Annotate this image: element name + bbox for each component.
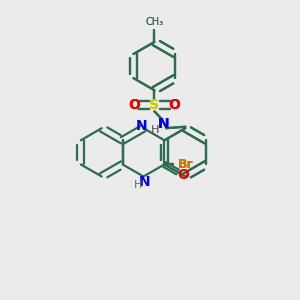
Text: N: N xyxy=(139,175,151,189)
Text: S: S xyxy=(149,98,159,112)
Text: Br: Br xyxy=(178,158,193,171)
Text: Br: Br xyxy=(178,158,193,171)
Text: H: H xyxy=(151,125,159,135)
Text: H: H xyxy=(151,125,159,135)
Text: H: H xyxy=(134,180,142,190)
Text: O: O xyxy=(177,168,189,182)
Text: O: O xyxy=(128,98,140,112)
Text: CH₃: CH₃ xyxy=(146,16,164,27)
Text: O: O xyxy=(169,98,180,112)
Text: N: N xyxy=(158,117,170,131)
Text: O: O xyxy=(169,98,180,112)
Text: N: N xyxy=(158,117,170,131)
Text: CH₃: CH₃ xyxy=(146,16,164,27)
Text: S: S xyxy=(149,98,159,112)
Text: N: N xyxy=(136,119,148,133)
Text: O: O xyxy=(128,98,140,112)
